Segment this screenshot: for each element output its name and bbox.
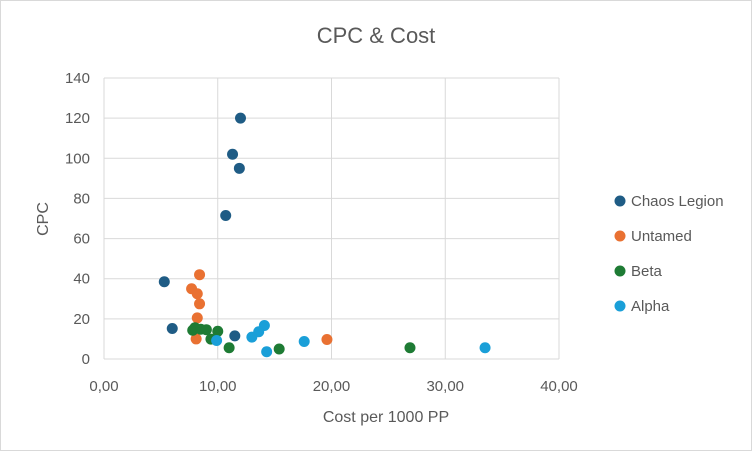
data-point [194, 269, 206, 281]
gridlines [103, 77, 560, 360]
y-tick-label: 0 [82, 351, 90, 368]
data-point [261, 346, 273, 358]
data-point [166, 322, 178, 334]
data-point [158, 276, 170, 288]
data-point [190, 333, 202, 345]
y-tick-label: 120 [65, 110, 90, 127]
legend-marker [614, 230, 626, 242]
x-tick-label: 40,00 [540, 378, 578, 395]
legend-label: Chaos Legion [631, 193, 724, 210]
y-tick-label: 40 [73, 271, 90, 288]
x-tick-label: 10,00 [199, 378, 237, 395]
y-axis-title: CPC [35, 202, 52, 236]
data-points [158, 112, 491, 358]
tick-labels: 0 20 40 60 80 100 120 140 0,00 10,00 20,00 30,00 40,… [65, 70, 578, 395]
y-tick-label: 100 [65, 150, 90, 167]
legend-marker [614, 265, 626, 277]
data-point [211, 335, 223, 347]
data-point [479, 342, 491, 354]
data-point [191, 312, 203, 324]
data-point [233, 162, 245, 174]
legend-marker [614, 300, 626, 312]
data-point [235, 112, 246, 124]
y-tick-label: 140 [65, 70, 90, 87]
legend-marker [614, 195, 626, 207]
x-tick-label: 20,00 [313, 378, 351, 395]
data-point [273, 343, 285, 355]
data-point [321, 334, 333, 346]
data-point [246, 331, 258, 343]
y-tick-label: 60 [73, 231, 90, 248]
data-point [227, 148, 239, 160]
x-tick-label: 0,00 [89, 378, 118, 395]
chart-title: CPC & Cost [317, 23, 436, 48]
x-tick-label: 30,00 [426, 378, 464, 395]
y-tick-label: 80 [73, 190, 90, 207]
data-point [229, 330, 241, 342]
data-point [200, 324, 212, 336]
data-point [194, 298, 206, 310]
data-point [220, 209, 232, 221]
y-tick-label: 20 [73, 311, 90, 328]
data-point [223, 342, 235, 354]
data-point [212, 325, 224, 337]
x-axis-title: Cost per 1000 PP [323, 409, 449, 426]
legend: Chaos Legion Untamed Beta Alpha [614, 193, 724, 315]
legend-label: Beta [631, 263, 663, 280]
data-point [298, 336, 310, 348]
data-point [191, 288, 203, 300]
legend-label: Untamed [631, 228, 692, 245]
legend-label: Alpha [631, 298, 670, 315]
data-point [404, 342, 416, 354]
